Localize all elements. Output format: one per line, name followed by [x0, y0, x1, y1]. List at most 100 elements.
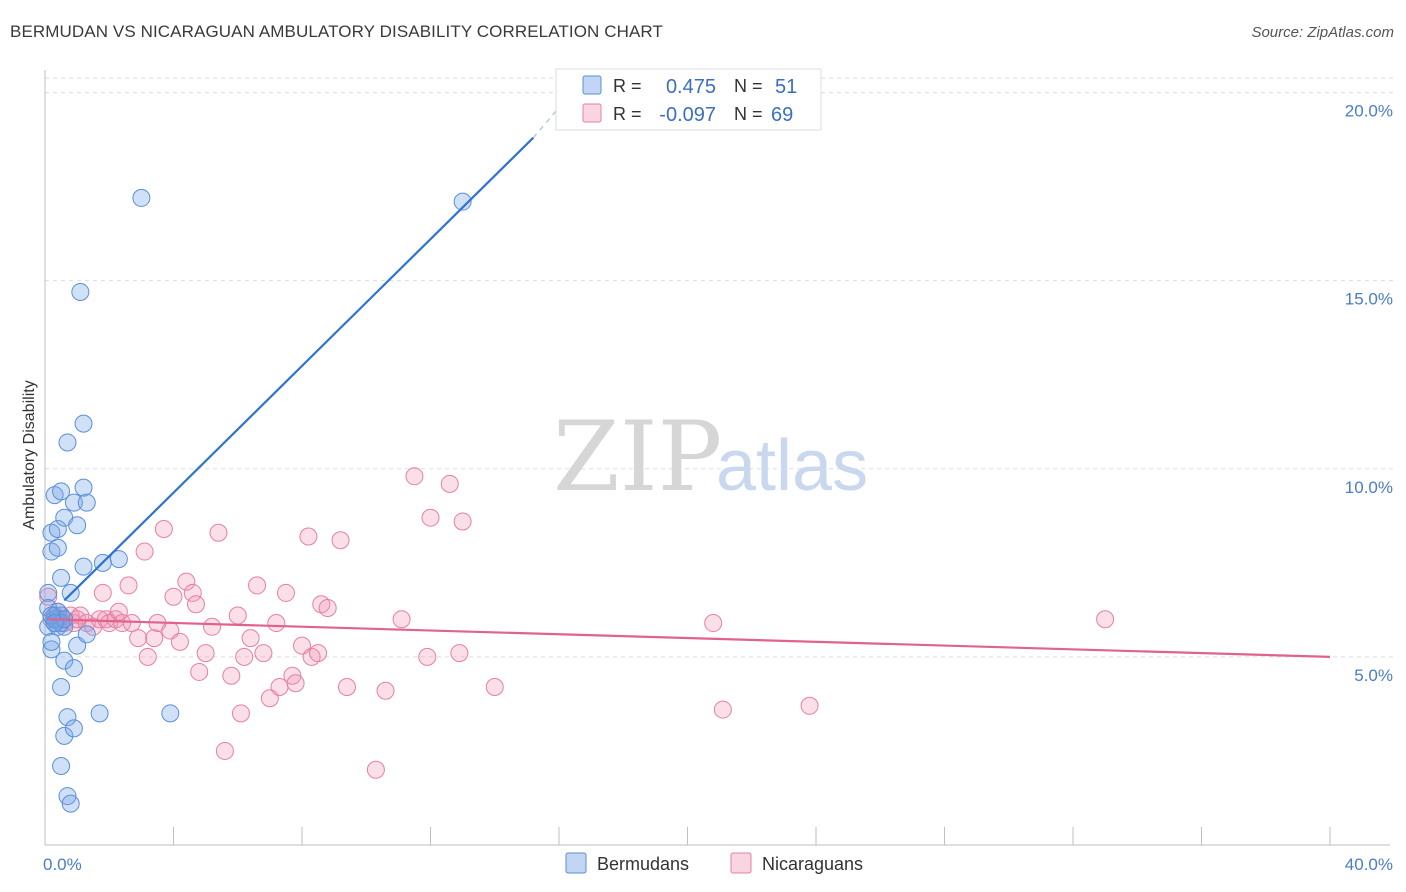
bermudans-point-25 [58, 708, 77, 727]
legend-n-value-2: 69 [771, 104, 793, 126]
bermudans-point-41 [109, 550, 128, 569]
bermudans-point-38 [77, 493, 96, 512]
axes [44, 70, 1390, 846]
nicaraguans-point-26 [154, 519, 173, 538]
bermudans-point-6 [42, 632, 61, 651]
nicaraguans-point-39 [228, 606, 247, 625]
nicaraguans-point-19 [119, 576, 138, 595]
legend-swatch-nicaraguans [582, 103, 602, 123]
legend-swatch-bermudans [582, 75, 602, 95]
nicaraguans-point-65 [440, 474, 459, 493]
bottom-legend-nicaraguans: Nicaraguans [762, 854, 863, 874]
bermudans-point-34 [74, 414, 93, 433]
nicaraguans-point-54 [309, 644, 328, 663]
bermudans-point-42 [132, 188, 151, 207]
watermark: ZIP atlas [553, 401, 868, 513]
bermudans-point-16 [52, 756, 71, 775]
nicaraguans-point-35 [203, 617, 222, 636]
chart-title: BERMUDAN VS NICARAGUAN AMBULATORY DISABI… [10, 22, 663, 41]
bermudans-point-14 [52, 482, 71, 501]
legend-n-label-2: N = [734, 104, 763, 124]
bermudans-point-22 [55, 726, 74, 745]
x-tick-labels: 0.0% 40.0% [43, 855, 1393, 874]
bermudans-point-24 [58, 433, 77, 452]
nicaraguans-point-60 [376, 681, 395, 700]
nicaraguans-trend-line [48, 618, 1331, 658]
nicaraguans-point-58 [337, 677, 356, 696]
nicaraguans-point-38 [222, 666, 241, 685]
grid-lines [45, 77, 1395, 658]
x-tick-label-1: 40.0% [1345, 855, 1393, 874]
bottom-legend-swatch-bermudans [565, 852, 587, 874]
nicaraguans-point-63 [418, 647, 437, 666]
nicaraguans-point-37 [215, 741, 234, 760]
nicaraguans-point-36 [209, 523, 228, 542]
legend-n-value-1: 51 [775, 76, 797, 98]
watermark-zip: ZIP [553, 401, 722, 513]
nicaraguans-point-68 [485, 677, 504, 696]
legend-n-label-1: N = [734, 76, 763, 96]
nicaraguans-point-23 [138, 647, 157, 666]
bermudans-point-11 [48, 519, 67, 538]
nicaraguans-point-41 [235, 647, 254, 666]
nicaraguans-point-56 [318, 598, 337, 617]
nicaraguans-point-72 [1096, 610, 1115, 629]
nicaraguans-point-21 [129, 629, 148, 648]
nicaraguans-point-59 [366, 760, 385, 779]
bermudans-point-0 [39, 583, 58, 602]
watermark-atlas: atlas [716, 426, 868, 506]
bottom-legend-swatch-nicaraguans [730, 852, 752, 874]
bermudans-point-50 [45, 614, 64, 633]
nicaraguans-point-18 [113, 614, 132, 633]
bermudans-point-28 [64, 659, 83, 678]
bermudans-point-30 [64, 493, 83, 512]
nicaraguans-point-48 [276, 583, 295, 602]
legend-r-label-2: R = [613, 104, 642, 124]
bermudans-point-5 [42, 640, 61, 659]
x-tick-label-0: 0.0% [43, 855, 82, 874]
nicaraguans-point-64 [421, 508, 440, 527]
bermudans-point-15 [52, 677, 71, 696]
nicaraguans-point-12 [90, 610, 109, 629]
nicaraguans-point-71 [800, 696, 819, 715]
legend-r-value-1: 0.475 [666, 76, 716, 98]
nicaraguans-point-33 [190, 662, 209, 681]
series-legend: Bermudans Nicaraguans [565, 852, 863, 874]
y-tick-label-3: 20.0% [1345, 102, 1393, 121]
bermudans-points [39, 188, 472, 813]
nicaraguans-point-67 [453, 512, 472, 531]
nicaraguans-point-70 [713, 700, 732, 719]
bermudans-point-10 [48, 538, 67, 557]
nicaraguans-point-43 [248, 576, 267, 595]
bermudans-point-39 [90, 704, 109, 723]
bermudans-point-36 [74, 557, 93, 576]
nicaraguans-point-40 [231, 704, 250, 723]
nicaraguans-point-29 [170, 632, 189, 651]
bermudans-point-18 [52, 568, 71, 587]
nicaraguans-point-20 [122, 614, 141, 633]
nicaraguans-point-61 [392, 610, 411, 629]
bermudans-point-35 [74, 478, 93, 497]
nicaraguans-point-22 [135, 542, 154, 561]
nicaraguans-point-42 [241, 629, 260, 648]
correlation-legend: R = 0.475 N = 51 R = -0.097 N = 69 [555, 68, 822, 131]
nicaraguans-point-44 [254, 644, 273, 663]
bermudans-point-31 [68, 516, 87, 535]
bermudans-point-37 [77, 625, 96, 644]
nicaraguans-point-31 [183, 583, 202, 602]
y-axis-label: Ambulatory Disability [21, 380, 38, 529]
y-tick-label-2: 15.0% [1345, 290, 1393, 309]
nicaraguans-point-52 [299, 527, 318, 546]
nicaraguans-point-62 [405, 467, 424, 486]
legend-r-value-2: -0.097 [659, 104, 716, 126]
nicaraguans-point-57 [331, 531, 350, 550]
bermudans-point-29 [64, 719, 83, 738]
nicaraguans-point-69 [704, 614, 723, 633]
trend-lines [48, 84, 1331, 658]
y-tick-label-0: 5.0% [1354, 666, 1393, 685]
nicaraguans-point-50 [286, 674, 305, 693]
bottom-legend-bermudans: Bermudans [597, 854, 689, 874]
bermudans-point-26 [61, 794, 80, 813]
bermudans-point-44 [453, 192, 472, 211]
legend-r-label-1: R = [613, 76, 642, 96]
